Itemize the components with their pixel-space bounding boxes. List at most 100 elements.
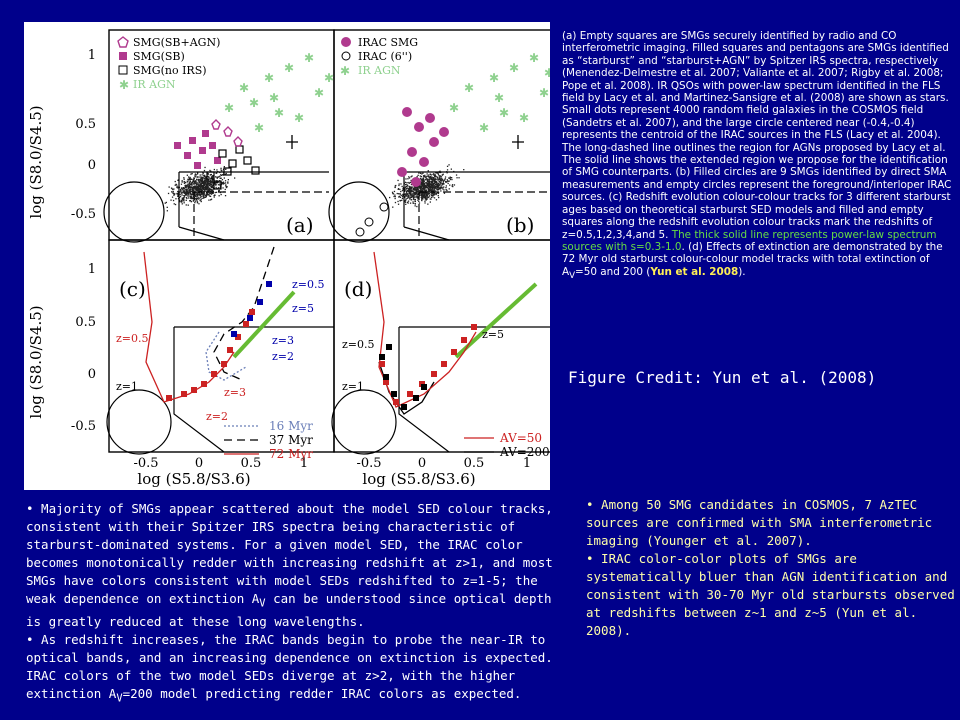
field-galaxy-dot <box>424 194 426 196</box>
field-galaxy-dot <box>225 172 227 175</box>
field-galaxy-dot <box>441 179 444 181</box>
field-galaxy-dot <box>187 190 189 192</box>
field-galaxy-dot <box>417 188 419 191</box>
field-galaxy-dot <box>426 192 428 194</box>
field-galaxy-dot <box>221 179 224 181</box>
field-galaxy-dot <box>182 191 184 193</box>
field-galaxy-dot <box>408 191 410 193</box>
field-galaxy-dot <box>205 179 207 182</box>
legend-b-1: IRAC (6'') <box>358 50 412 63</box>
field-galaxy-dot <box>220 180 222 182</box>
legend-d-0: AV=50 <box>499 431 542 445</box>
field-galaxy-dot <box>218 190 220 192</box>
field-galaxy-dot <box>210 184 213 186</box>
field-galaxy-dot <box>200 186 203 188</box>
field-galaxy-dot <box>199 182 201 184</box>
field-galaxy-dot <box>188 179 190 181</box>
track-redshift-square <box>211 371 217 377</box>
field-galaxy-dot <box>208 176 210 179</box>
field-galaxy-dot <box>172 192 174 194</box>
ir-agn-star: ✱ <box>294 111 304 125</box>
field-galaxy-dot <box>195 188 197 190</box>
field-galaxy-dot <box>189 195 192 197</box>
field-galaxy-dot <box>215 183 217 185</box>
interloper-circle <box>355 227 365 237</box>
field-galaxy-dot <box>436 182 438 184</box>
field-galaxy-dot <box>176 192 178 195</box>
field-galaxy-dot <box>422 189 424 192</box>
field-galaxy-dot <box>203 182 205 184</box>
field-galaxy-dot <box>199 194 201 197</box>
field-galaxy-dot <box>456 177 458 179</box>
field-galaxy-dot <box>203 192 205 195</box>
field-galaxy-dot <box>180 188 183 190</box>
field-galaxy-dot <box>198 179 201 181</box>
field-galaxy-dot <box>424 174 426 176</box>
field-galaxy-dot <box>219 177 222 179</box>
field-galaxy-dot <box>220 177 222 179</box>
field-galaxy-dot <box>201 182 204 184</box>
error-bars <box>286 135 524 149</box>
field-galaxy-dot <box>196 181 198 184</box>
field-galaxy-dot <box>422 188 424 190</box>
field-galaxy-dot <box>435 172 437 174</box>
field-galaxy-dot <box>412 195 414 197</box>
field-galaxy-dot <box>420 190 422 192</box>
field-galaxy-dot <box>406 185 408 188</box>
field-galaxy-dot <box>428 186 430 188</box>
field-galaxy-dot <box>432 186 434 188</box>
y-tick-top-3: 0 <box>88 158 96 173</box>
field-galaxy-dot <box>412 202 414 204</box>
field-galaxy-dot <box>203 181 206 183</box>
field-galaxy-dot <box>176 186 178 189</box>
left-bullet-1-sub: V <box>259 597 266 610</box>
field-galaxy-dot <box>207 189 209 191</box>
field-galaxy-dot <box>211 176 213 178</box>
field-galaxy-dot <box>215 191 218 193</box>
field-galaxy-dot <box>202 193 204 195</box>
field-galaxy-dot <box>424 176 426 178</box>
field-galaxy-dot <box>206 183 208 185</box>
field-galaxy-dot <box>418 185 420 188</box>
label-d-z1: z=1 <box>342 380 364 393</box>
field-galaxy-dot <box>183 196 186 198</box>
field-galaxy-dot <box>448 180 450 182</box>
field-galaxy-dot <box>196 183 198 185</box>
left-bullet-1-pre: • Majority of SMGs appear scattered abou… <box>26 501 553 606</box>
field-galaxy-dot <box>194 173 197 175</box>
field-galaxy-dot <box>191 181 193 184</box>
field-galaxy-dot <box>185 185 187 188</box>
field-galaxy-dot <box>434 188 436 190</box>
field-galaxy-dot <box>205 181 207 184</box>
field-galaxy-dot <box>400 194 402 196</box>
field-galaxy-dot <box>404 193 406 195</box>
field-galaxy-dot <box>179 201 181 203</box>
field-galaxy-dot <box>405 188 408 190</box>
left-bullet-1-post: can be understood since optical depth is… <box>26 591 552 629</box>
field-galaxy-dot <box>177 190 179 193</box>
irac-smg-circle <box>419 157 429 167</box>
field-galaxy-dot <box>184 186 187 188</box>
field-galaxy-dot <box>198 192 201 194</box>
field-galaxy-dot <box>206 181 209 184</box>
field-galaxy-dot <box>200 177 203 180</box>
field-galaxy-dot <box>179 195 182 197</box>
field-galaxy-dot <box>223 166 225 168</box>
field-galaxy-dot <box>414 188 417 190</box>
field-galaxy-dot <box>409 181 412 184</box>
field-galaxy-dot <box>202 194 204 196</box>
interloper-circle <box>364 217 374 227</box>
field-galaxy-dot <box>410 186 412 188</box>
field-galaxy-dot <box>172 192 175 194</box>
field-galaxy-dot <box>224 182 227 184</box>
field-galaxy-dot <box>181 192 183 195</box>
field-galaxy-dot <box>399 188 401 191</box>
field-galaxy-dot <box>404 181 407 183</box>
figure-credit: Figure Credit: Yun et al. (2008) <box>568 368 877 387</box>
field-galaxy-dot <box>204 194 207 196</box>
field-galaxy-dot <box>427 182 430 184</box>
field-galaxy-dot <box>429 189 431 192</box>
field-galaxy-dot <box>206 189 208 191</box>
field-galaxy-dot <box>211 177 214 179</box>
field-galaxy-dot <box>394 201 397 204</box>
